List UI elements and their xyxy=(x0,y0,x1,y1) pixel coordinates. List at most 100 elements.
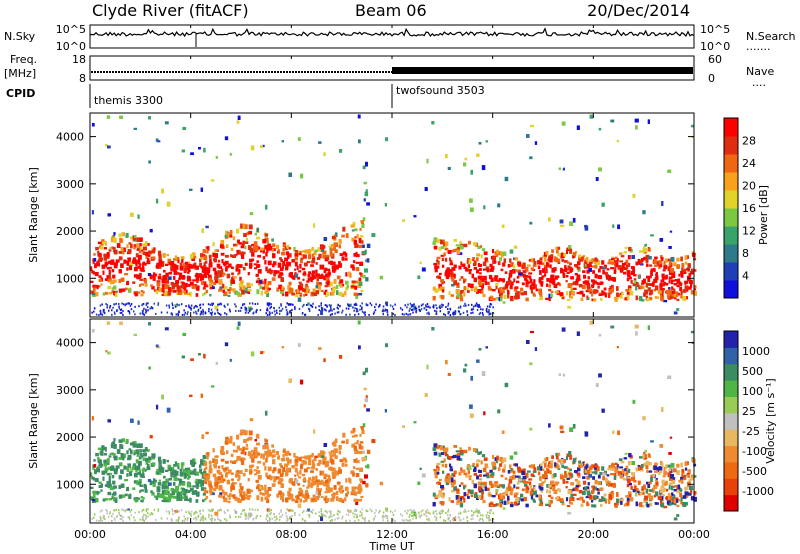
velocity-cell xyxy=(245,443,248,447)
power-cell xyxy=(435,304,437,307)
power-cell xyxy=(359,261,364,267)
power-cell xyxy=(412,311,414,314)
velocity-cell xyxy=(132,463,136,467)
power-cell xyxy=(214,275,219,281)
power-cell xyxy=(256,289,260,295)
velocity-cell xyxy=(134,466,139,471)
power-cell xyxy=(168,261,172,266)
power-cell xyxy=(610,277,613,281)
power-cell xyxy=(325,309,327,312)
velocity-cell xyxy=(256,495,260,501)
power-cell xyxy=(158,287,162,293)
power-cell xyxy=(229,310,231,313)
power-cell xyxy=(227,288,232,292)
power-cell xyxy=(336,290,339,296)
velocity-cell xyxy=(130,467,134,472)
velocity-cell xyxy=(101,463,104,467)
power-cell xyxy=(275,244,279,249)
power-cell xyxy=(208,307,210,310)
power-cell xyxy=(640,298,645,302)
power-cell xyxy=(526,264,531,267)
power-cell xyxy=(304,290,308,294)
power-cell xyxy=(668,270,673,275)
power-cell xyxy=(486,260,489,263)
velocity-cell xyxy=(320,495,324,499)
velocity-cell xyxy=(673,468,677,473)
power-cell xyxy=(415,310,418,313)
power-cell xyxy=(359,240,364,244)
power-cell xyxy=(405,312,408,315)
power-cell xyxy=(366,258,370,263)
power-cell xyxy=(326,305,328,308)
power-cell xyxy=(304,313,307,316)
velocity-cell xyxy=(681,470,685,475)
power-cell xyxy=(185,282,188,288)
velocity-cell xyxy=(612,430,615,434)
velocity-cell xyxy=(673,517,678,521)
power-cell xyxy=(506,281,509,285)
power-cell xyxy=(174,255,177,260)
power-cell xyxy=(297,297,302,302)
power-cell xyxy=(690,124,694,128)
velocity-cell xyxy=(509,464,512,469)
velocity-cell xyxy=(156,487,161,493)
power-cell xyxy=(185,305,187,308)
power-cell xyxy=(605,273,609,279)
velocity-cell xyxy=(495,460,499,464)
power-cell xyxy=(329,250,333,254)
cpid-segment-0: themis 3300 xyxy=(94,94,163,107)
power-cell xyxy=(442,264,445,268)
power-cell xyxy=(186,313,189,316)
power-cell xyxy=(174,283,179,288)
power-cell xyxy=(219,313,222,316)
power-cell xyxy=(341,256,345,261)
power-cell xyxy=(210,313,213,316)
power-cell xyxy=(145,308,147,311)
power-cell xyxy=(455,295,460,300)
velocity-cell xyxy=(127,508,130,511)
velocity-cell xyxy=(249,470,253,474)
power-cell xyxy=(289,288,294,294)
power-cell xyxy=(647,119,650,124)
power-cell xyxy=(444,314,447,317)
power-cell xyxy=(252,244,256,250)
power-cell xyxy=(138,272,142,278)
power-cell xyxy=(329,260,333,265)
power-cell xyxy=(191,252,196,257)
power-cell xyxy=(109,306,111,309)
power-cell xyxy=(315,285,319,289)
power-cell xyxy=(176,256,180,262)
power-cell xyxy=(488,308,490,311)
power-cell xyxy=(261,286,266,290)
power-cell xyxy=(90,266,93,272)
power-cell xyxy=(359,308,361,311)
power-cell xyxy=(650,234,654,237)
power-cell xyxy=(244,306,246,309)
power-cell xyxy=(613,260,618,264)
power-cell xyxy=(641,258,644,262)
velocity-cell xyxy=(548,494,552,498)
power-cell xyxy=(108,249,112,252)
power-cell xyxy=(459,305,462,308)
power-cell xyxy=(92,261,95,265)
power-cell xyxy=(192,263,196,268)
power-cell xyxy=(497,261,501,266)
power-cell xyxy=(447,312,449,315)
power-cell xyxy=(216,309,219,312)
power-cell xyxy=(384,308,387,311)
power-cell xyxy=(142,313,144,316)
power-cell xyxy=(177,272,180,275)
power-cell xyxy=(643,278,646,284)
power-cell xyxy=(455,289,459,294)
velocity-cell xyxy=(254,439,258,442)
power-cell xyxy=(268,268,272,274)
power-cell xyxy=(133,244,137,247)
power-cell xyxy=(618,252,623,256)
power-cell xyxy=(438,276,442,280)
velocity-cell xyxy=(495,503,499,506)
power-cell xyxy=(668,276,673,280)
velocity-cell xyxy=(671,494,675,497)
velocity-cell xyxy=(336,481,341,485)
power-cell xyxy=(495,285,498,290)
power-cell xyxy=(113,232,116,236)
